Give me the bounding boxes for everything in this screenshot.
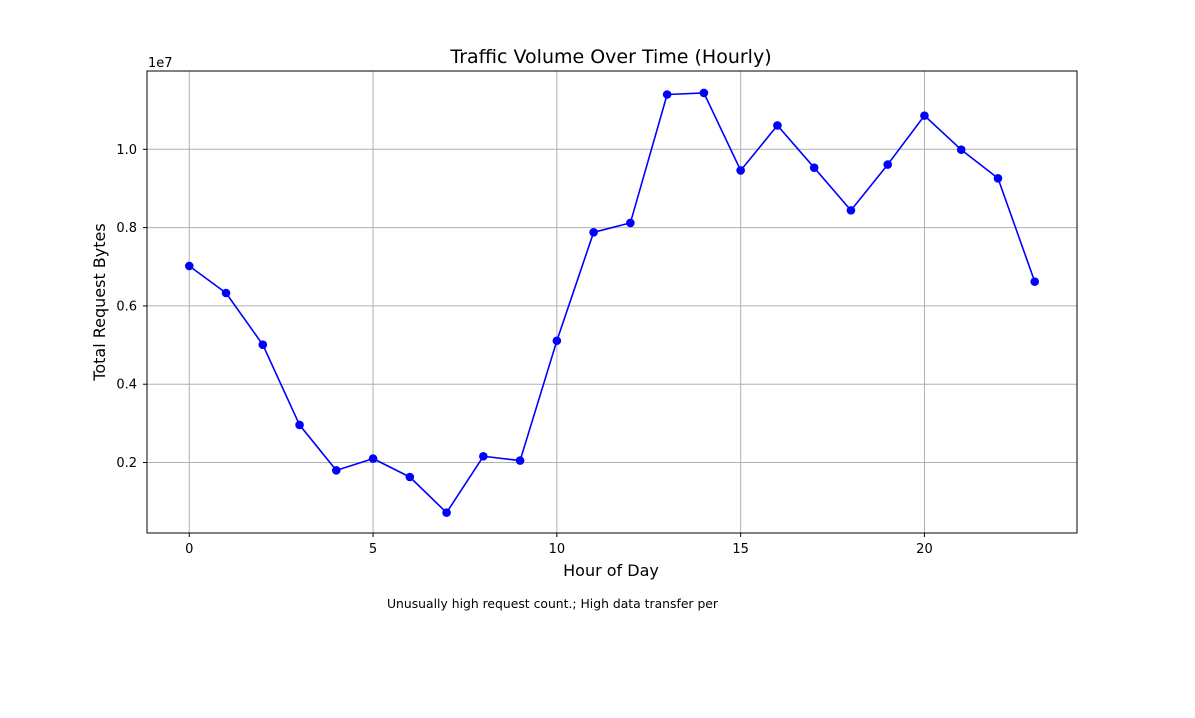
data-point — [809, 163, 819, 173]
annotation-text: Unusually high request count.; High data… — [387, 597, 718, 611]
y-tick-label: 0.4 — [116, 378, 137, 393]
data-point — [773, 121, 782, 130]
data-point — [368, 454, 378, 463]
data-point — [920, 111, 929, 120]
data-point — [956, 145, 966, 154]
x-tick-label: 5 — [369, 542, 377, 557]
data-point — [662, 90, 672, 99]
data-point — [479, 451, 488, 461]
data-point — [699, 88, 709, 98]
data-point — [515, 456, 525, 465]
x-tick-label: 20 — [916, 542, 933, 557]
chart-title: Traffic Volume Over Time (Hourly) — [449, 46, 771, 68]
data-point — [552, 336, 562, 346]
data-point — [883, 160, 892, 169]
y-tick-label: 0.2 — [116, 456, 137, 471]
data-point — [589, 228, 598, 237]
data-point — [221, 288, 231, 298]
y-tick-label: 0.8 — [116, 221, 137, 236]
data-point — [626, 218, 635, 228]
x-axis-ticks: 0 5 10 15 20 — [185, 533, 933, 557]
y-tick-label: 1.0 — [116, 143, 137, 158]
plot-frame — [146, 70, 1078, 534]
data-point — [332, 466, 341, 475]
data-series — [184, 88, 1040, 517]
grid-lines — [147, 71, 1077, 533]
data-point — [295, 420, 304, 430]
x-tick-label: 15 — [732, 542, 749, 557]
series-line — [188, 92, 1036, 514]
y-tick-label: 0.6 — [116, 299, 137, 314]
data-point — [1030, 277, 1040, 286]
data-point — [736, 166, 745, 175]
y-axis-ticks: 0.2 0.4 0.6 0.8 1.0 — [116, 143, 147, 471]
data-point — [442, 508, 451, 517]
x-tick-label: 0 — [185, 542, 193, 557]
data-point — [258, 340, 268, 349]
x-tick-label: 10 — [549, 542, 566, 557]
y-offset-label: 1e7 — [148, 56, 173, 71]
data-point — [184, 261, 194, 271]
x-axis-label: Hour of Day — [563, 561, 659, 580]
data-point — [405, 472, 415, 482]
y-axis-label: Total Request Bytes — [90, 223, 109, 381]
data-point — [846, 206, 856, 215]
data-point — [993, 173, 1003, 183]
